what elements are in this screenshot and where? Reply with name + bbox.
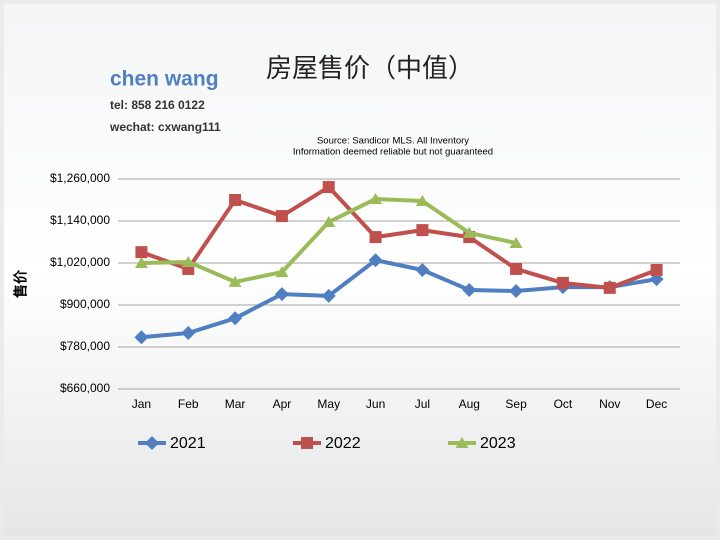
data-point xyxy=(415,263,430,277)
data-point xyxy=(275,210,288,223)
series-line xyxy=(141,258,657,340)
data-point xyxy=(462,282,477,297)
x-tick-label: Jul xyxy=(415,397,430,411)
data-point xyxy=(228,311,243,326)
data-point xyxy=(228,275,242,287)
data-point xyxy=(134,330,149,345)
data-point xyxy=(369,231,382,244)
data-point xyxy=(181,326,196,340)
data-point xyxy=(416,224,429,237)
chart-title: 房屋售价（中值） xyxy=(266,53,474,83)
data-point xyxy=(462,226,476,238)
x-tick-label: Jan xyxy=(132,397,151,411)
y-tick-label: $780,000 xyxy=(60,339,110,353)
data-point xyxy=(135,246,148,259)
series-line xyxy=(140,185,658,290)
source-note: Source: Sandicor MLS. All Inventory xyxy=(317,136,469,147)
y-tick-label: $1,260,000 xyxy=(50,171,110,185)
data-point xyxy=(455,437,469,448)
data-point xyxy=(322,181,335,194)
legend-label: 2023 xyxy=(480,435,516,452)
y-axis-label: 售价 xyxy=(13,269,29,299)
data-point xyxy=(369,192,383,204)
data-point xyxy=(145,436,159,450)
data-point xyxy=(650,264,663,276)
data-point xyxy=(415,195,429,207)
author-tel: tel: 858 216 0122 xyxy=(110,98,205,112)
x-tick-label: Jun xyxy=(366,397,385,411)
y-tick-label: $1,020,000 xyxy=(50,255,110,269)
source-note: Information deemed reliable but not guar… xyxy=(293,147,493,158)
data-point xyxy=(603,281,616,294)
data-point xyxy=(321,288,336,303)
data-point xyxy=(368,253,383,268)
data-point xyxy=(229,194,242,206)
x-tick-label: Nov xyxy=(599,397,620,411)
data-point xyxy=(134,257,148,268)
data-point xyxy=(181,255,195,267)
legend-label: 2021 xyxy=(170,435,206,452)
data-point xyxy=(510,262,523,275)
data-point xyxy=(556,276,569,289)
data-point xyxy=(509,237,523,249)
data-point xyxy=(322,216,336,228)
x-tick-label: Mar xyxy=(225,397,246,411)
x-tick-label: Aug xyxy=(459,397,480,411)
x-tick-label: Sep xyxy=(505,397,527,411)
x-tick-label: Dec xyxy=(646,397,667,411)
x-tick-label: Apr xyxy=(273,397,292,411)
y-tick-label: $900,000 xyxy=(60,297,110,311)
author-name: chen wang xyxy=(110,68,219,91)
y-tick-label: $660,000 xyxy=(60,381,110,395)
data-point xyxy=(275,266,289,278)
x-tick-label: May xyxy=(317,397,340,411)
x-tick-label: Feb xyxy=(178,397,199,411)
author-wechat: wechat: cxwang111 xyxy=(109,120,221,134)
y-tick-label: $1,140,000 xyxy=(50,213,110,227)
data-point xyxy=(274,287,289,302)
data-point xyxy=(509,284,524,298)
legend-label: 2022 xyxy=(325,435,361,452)
x-tick-label: Oct xyxy=(554,397,573,411)
data-point xyxy=(301,437,313,449)
